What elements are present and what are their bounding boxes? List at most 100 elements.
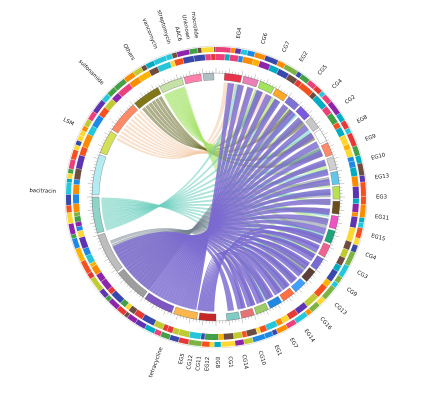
outer-bar xyxy=(171,52,178,59)
outer-bar xyxy=(338,264,350,278)
tick-mark xyxy=(319,264,323,267)
outer-bar xyxy=(340,120,349,130)
outer-bar xyxy=(75,221,82,227)
outer-bar xyxy=(82,134,94,149)
outer-bar xyxy=(170,60,176,68)
tick-mark xyxy=(103,139,106,141)
outer-bar xyxy=(120,298,129,308)
outer-bar xyxy=(209,341,215,347)
tick-mark xyxy=(104,136,108,138)
tick-mark xyxy=(331,241,335,243)
tick-mark xyxy=(335,228,339,230)
outer-bar xyxy=(316,296,326,306)
tick-mark xyxy=(126,284,129,287)
outer-bar xyxy=(105,294,113,302)
outer-bar xyxy=(201,47,214,53)
tick-mark xyxy=(183,316,185,320)
outer-bar xyxy=(82,247,92,256)
outer-bar xyxy=(79,130,87,137)
tick-mark xyxy=(136,98,139,101)
outer-bar xyxy=(242,56,254,65)
tick-mark xyxy=(92,225,96,227)
label-eg9: EG9 xyxy=(364,133,377,143)
segment-arc xyxy=(330,171,340,185)
outer-bar xyxy=(304,308,312,316)
outer-bar xyxy=(118,83,133,98)
label-aac6: AAC6 xyxy=(173,26,182,42)
segment-arc xyxy=(91,196,105,234)
tick-mark xyxy=(179,315,181,319)
tick-mark xyxy=(120,110,124,115)
tick-mark xyxy=(324,136,328,138)
outer-bar xyxy=(70,149,79,161)
tick-mark xyxy=(257,313,259,317)
tick-mark xyxy=(175,314,178,320)
tick-mark xyxy=(173,77,175,81)
outer-bar xyxy=(73,144,81,151)
outer-bar xyxy=(153,320,165,330)
segment-arcs xyxy=(91,72,341,322)
outer-bar xyxy=(87,271,95,279)
outer-bar xyxy=(313,85,322,95)
tick-mark xyxy=(108,261,111,264)
tick-mark xyxy=(115,119,118,122)
label-cg6: CG6 xyxy=(260,32,269,45)
outer-bar xyxy=(276,324,288,334)
outer-bar xyxy=(108,298,120,310)
outer-bar-rings xyxy=(64,45,368,349)
tick-mark xyxy=(175,74,178,80)
tick-mark xyxy=(146,90,149,94)
tick-mark xyxy=(298,289,303,293)
tick-mark xyxy=(170,78,172,82)
outer-bar xyxy=(73,212,81,217)
outer-bar xyxy=(283,64,298,76)
outer-bar xyxy=(258,61,271,71)
tick-mark xyxy=(163,310,166,315)
outer-bar xyxy=(294,79,302,88)
outer-bar xyxy=(321,285,336,300)
tick-mark xyxy=(280,302,283,305)
tick-mark xyxy=(98,144,103,147)
segment-arc xyxy=(324,229,336,244)
tick-mark xyxy=(308,110,312,115)
outer-bar xyxy=(350,244,358,253)
outer-bar xyxy=(87,125,98,137)
outer-bar xyxy=(308,301,320,313)
tick-mark xyxy=(103,253,106,255)
tick-mark xyxy=(318,267,321,269)
segment-arc xyxy=(111,104,138,134)
segment-arc xyxy=(198,312,217,322)
outer-bar xyxy=(107,286,116,295)
outer-bar xyxy=(343,144,351,151)
outer-bar xyxy=(230,47,236,54)
outer-bar xyxy=(76,225,83,232)
outer-bar xyxy=(72,194,80,204)
outer-bar xyxy=(79,146,88,157)
tick-mark xyxy=(138,96,141,99)
tick-mark xyxy=(316,269,321,273)
outer-bar xyxy=(349,216,358,228)
outer-bar xyxy=(327,101,341,116)
tick-mark xyxy=(288,92,292,97)
outer-bar xyxy=(313,283,327,297)
tick-mark xyxy=(254,314,257,320)
outer-bar xyxy=(359,204,366,218)
tick-mark xyxy=(111,121,116,125)
outer-bar xyxy=(200,333,205,340)
tick-mark xyxy=(104,132,109,136)
tick-mark xyxy=(329,247,334,250)
segment-arc xyxy=(320,142,333,158)
tick-mark xyxy=(151,85,155,90)
tick-mark xyxy=(337,222,343,224)
outer-bar xyxy=(80,259,92,274)
outer-bar xyxy=(87,111,97,122)
tick-mark xyxy=(140,297,144,302)
tick-mark xyxy=(333,235,339,238)
outer-bar xyxy=(264,331,274,339)
tick-mark xyxy=(291,295,294,298)
outer-bar xyxy=(353,237,361,246)
outer-bar xyxy=(67,173,73,179)
outer-bar xyxy=(234,48,242,55)
tick-mark xyxy=(167,311,169,314)
outer-bar xyxy=(99,288,109,299)
